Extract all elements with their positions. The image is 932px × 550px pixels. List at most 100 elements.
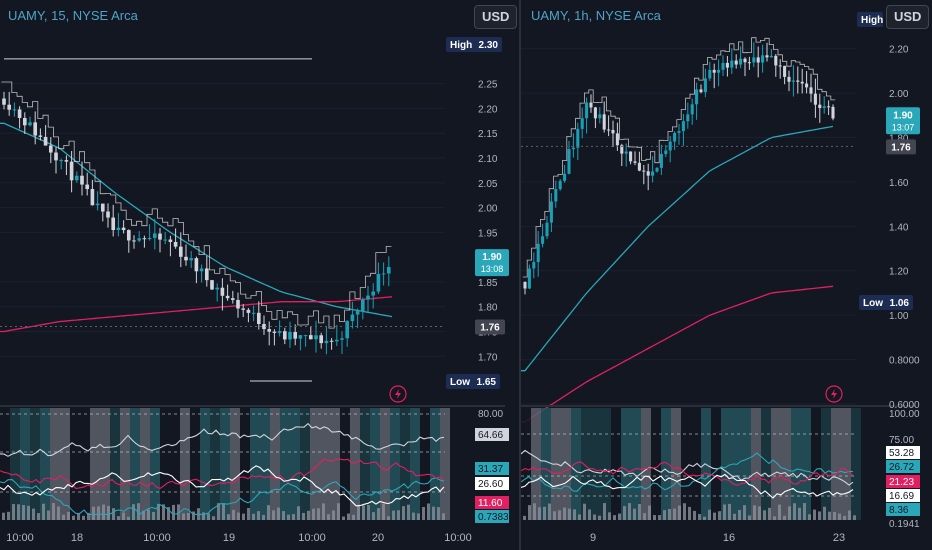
- candle-body: [371, 291, 376, 296]
- volume-bar: [763, 510, 766, 520]
- volume-bar: [357, 504, 360, 520]
- candle-body: [132, 240, 136, 242]
- left-currency-button[interactable]: USD: [474, 5, 518, 29]
- low-badge: Low 1.65: [446, 374, 500, 390]
- candle-body: [28, 122, 32, 126]
- candle-body: [611, 129, 615, 134]
- volume-bar: [32, 508, 35, 520]
- volume-bar: [643, 513, 646, 520]
- candle-body: [267, 329, 272, 332]
- candle-body: [677, 131, 681, 133]
- low-badge-bg: [446, 374, 500, 390]
- left-oscillator: 80.00 64.66 31.37 26.60 11.60 0.7383: [0, 405, 509, 523]
- candle-body: [593, 107, 597, 119]
- volume-bar: [282, 511, 285, 520]
- volume-bar: [553, 511, 556, 520]
- candle-body: [360, 299, 365, 312]
- candle-body: [168, 239, 173, 242]
- candle-body: [747, 62, 751, 64]
- volume-bar: [407, 504, 410, 520]
- volume-bar: [47, 510, 50, 520]
- candle-body: [158, 233, 162, 240]
- lightning-icon-bolt: [831, 389, 837, 399]
- left-series: [0, 81, 393, 333]
- volume-bar: [332, 510, 335, 520]
- right-currency-button[interactable]: USD: [886, 5, 930, 29]
- candle-body: [126, 230, 131, 241]
- candle-body: [651, 171, 655, 176]
- time-label-1: 18: [71, 532, 83, 544]
- volume-bar: [287, 514, 290, 520]
- candle-body: [59, 160, 64, 162]
- pane-divider[interactable]: [519, 0, 521, 550]
- volume-bar: [437, 507, 440, 520]
- candle-body: [721, 62, 725, 70]
- stop-line: [522, 37, 836, 278]
- time-label-2: 10:00: [143, 532, 171, 544]
- right-chart-pane[interactable]: 100.00 75.00 53.28 26.72 21.23 16.69 8.36 0.194…: [521, 0, 932, 550]
- osc-band: [80, 408, 90, 520]
- candle-body: [642, 170, 646, 172]
- volume-bar: [307, 510, 310, 520]
- candle-body: [523, 281, 527, 289]
- left-chart-pane[interactable]: 80.00 64.66 31.37 26.60 11.60 0.7383 2.25 2.20…: [0, 0, 519, 550]
- osc-band: [811, 408, 821, 520]
- candle-body: [541, 236, 545, 244]
- osc-band: [821, 408, 831, 520]
- volume-bar: [768, 507, 771, 520]
- candle-body: [376, 273, 381, 292]
- candle-body: [787, 76, 791, 82]
- volume-bar: [177, 504, 180, 520]
- osc-band: [380, 408, 390, 520]
- volume-bar: [813, 509, 816, 520]
- left-chart-canvas[interactable]: 80.00 64.66 31.37 26.60 11.60 0.7383 2.25 2.20…: [0, 0, 519, 550]
- candle-body: [783, 65, 787, 77]
- candle-body: [95, 203, 100, 206]
- volume-bar: [37, 513, 40, 520]
- candle-body: [189, 258, 194, 261]
- osc-tick-4: 11.60: [478, 498, 503, 509]
- time-label-1: 16: [723, 532, 735, 544]
- osc-band: [40, 408, 50, 520]
- volume-bar: [112, 508, 115, 520]
- volume-bar: [212, 516, 215, 520]
- candle-body: [629, 151, 633, 162]
- low-badge-value: 1.65: [477, 377, 497, 388]
- candle-body: [620, 145, 624, 154]
- time-label-4: 10:00: [298, 532, 326, 544]
- osc-band: [240, 408, 250, 520]
- volume-bar: [788, 506, 791, 520]
- candle-body: [225, 295, 230, 299]
- candle-body: [12, 109, 17, 111]
- osc-tick-7: 0.1941: [889, 519, 920, 530]
- candle-body: [230, 298, 235, 300]
- osc-band: [160, 408, 170, 520]
- volume-bar: [718, 511, 721, 520]
- volume-bar: [432, 506, 435, 520]
- left-grid: [0, 83, 445, 357]
- volume-bar: [733, 513, 736, 520]
- osc-tick-5: 16.69: [889, 491, 914, 502]
- candle-body: [366, 295, 370, 300]
- candle-body: [345, 321, 350, 339]
- candle-body: [822, 106, 826, 109]
- volume-bar: [422, 506, 425, 520]
- candle-body: [111, 217, 116, 231]
- candle-body: [251, 312, 256, 314]
- right-candles: [523, 42, 835, 295]
- volume-bar: [793, 503, 796, 520]
- price-tick-5: 1.20: [889, 267, 909, 278]
- lightning-icon: [389, 385, 407, 403]
- volume-bar: [828, 511, 831, 520]
- volume-bar: [302, 512, 305, 520]
- volume-bar: [838, 513, 841, 520]
- volume-bar: [242, 513, 245, 520]
- candle-body: [743, 58, 747, 63]
- osc-band: [330, 408, 340, 520]
- volume-bar: [137, 503, 140, 520]
- volume-bar: [803, 503, 806, 520]
- price-tick-1: 2.00: [889, 89, 909, 100]
- right-chart-canvas[interactable]: 100.00 75.00 53.28 26.72 21.23 16.69 8.36 0.194…: [521, 0, 932, 550]
- candle-body: [142, 238, 147, 240]
